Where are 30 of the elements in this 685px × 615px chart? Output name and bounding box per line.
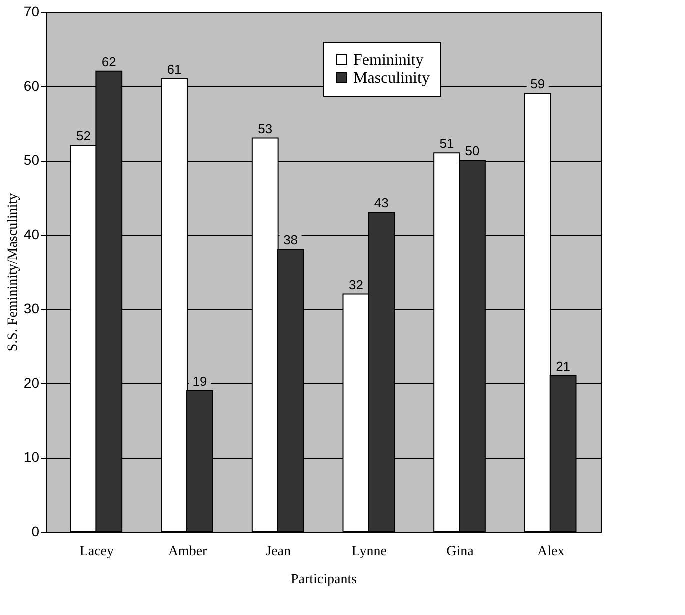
x-tick-label: Lacey [80, 544, 114, 560]
x-tick-label: Amber [168, 544, 208, 560]
data-label: 61 [167, 62, 182, 77]
y-tick-label: 70 [24, 4, 40, 20]
data-label: 21 [556, 359, 571, 374]
x-tick-label: Gina [446, 544, 475, 560]
y-tick-label: 50 [24, 152, 40, 168]
data-label: 38 [284, 232, 298, 248]
data-label: 19 [192, 374, 208, 389]
data-label: 32 [348, 277, 364, 292]
data-label: 52 [76, 128, 91, 144]
data-label: 43 [374, 196, 389, 211]
y-axis-title: S.S. Femininity/Masculinity [6, 193, 21, 352]
y-tick-label: 40 [24, 226, 40, 242]
y-tick-label: 0 [32, 524, 40, 540]
y-tick-label: 20 [24, 374, 40, 391]
data-label: 59 [530, 76, 546, 92]
x-tick-label: Jean [266, 544, 292, 560]
data-label: 62 [102, 54, 116, 70]
y-tick-label: 30 [24, 300, 40, 317]
x-tick-label: Alex [537, 544, 565, 560]
y-tick-label: 60 [24, 78, 40, 94]
legend-label: Masculinity [354, 70, 430, 87]
data-label: 50 [465, 144, 480, 159]
data-label: 53 [258, 121, 273, 136]
x-tick-label: Lynne [352, 544, 387, 560]
x-axis-title: Participants [290, 572, 358, 588]
legend-label: Femininity [354, 52, 424, 69]
data-label: 51 [440, 136, 454, 152]
y-tick-label: 10 [24, 449, 40, 466]
